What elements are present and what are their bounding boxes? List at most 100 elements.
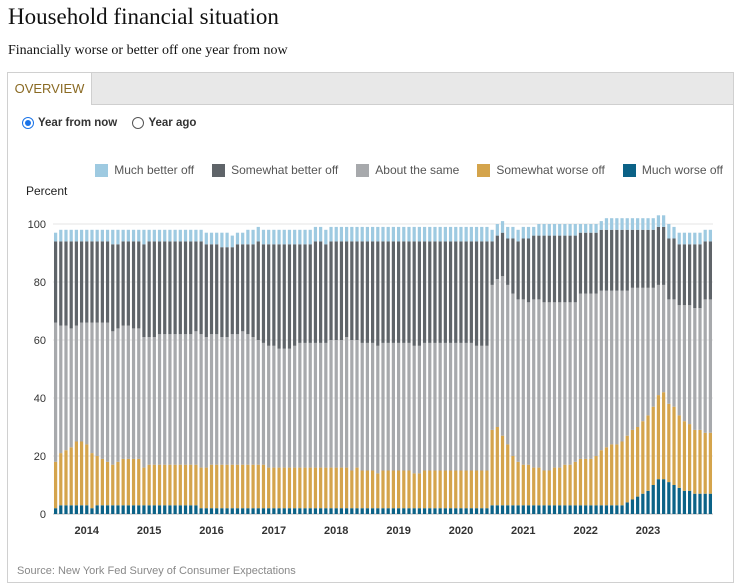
bar-stack[interactable] — [641, 218, 645, 514]
bar-stack[interactable] — [636, 218, 640, 514]
bar-stack[interactable] — [225, 232, 229, 514]
bar-stack[interactable] — [448, 226, 453, 514]
bar-stack[interactable] — [303, 229, 307, 514]
bar-stack[interactable] — [152, 229, 156, 514]
bar-stack[interactable] — [168, 229, 172, 514]
bar-stack[interactable] — [386, 226, 390, 514]
bar-stack[interactable] — [365, 226, 370, 514]
bar-stack[interactable] — [495, 224, 499, 514]
bar-stack[interactable] — [469, 226, 473, 514]
bar-stack[interactable] — [199, 229, 203, 514]
bar-stack[interactable] — [298, 229, 302, 514]
bar-stack[interactable] — [615, 218, 619, 514]
bar-stack[interactable] — [693, 232, 697, 514]
bar-stack[interactable] — [552, 224, 557, 514]
bar-stack[interactable] — [64, 229, 68, 514]
bar-stack[interactable] — [360, 226, 364, 514]
bar-stack[interactable] — [485, 226, 489, 514]
legend-item-somewhat-better-off[interactable]: Somewhat better off — [212, 163, 338, 177]
bar-stack[interactable] — [708, 229, 713, 514]
bar-stack[interactable] — [521, 226, 525, 514]
bar-stack[interactable] — [215, 232, 219, 514]
bar-stack[interactable] — [355, 226, 359, 514]
bar-stack[interactable] — [464, 226, 468, 514]
bar-stack[interactable] — [656, 215, 661, 514]
bar-stack[interactable] — [376, 226, 380, 514]
bar-stack[interactable] — [454, 226, 458, 514]
bar-stack[interactable] — [116, 229, 120, 514]
bar-stack[interactable] — [573, 224, 577, 514]
bar-stack[interactable] — [79, 229, 84, 514]
tab-overview[interactable]: OVERVIEW — [8, 73, 92, 105]
bar-stack[interactable] — [173, 229, 177, 514]
bar-stack[interactable] — [391, 226, 395, 514]
bar-stack[interactable] — [422, 226, 427, 514]
bar-stack[interactable] — [480, 226, 484, 514]
bar-stack[interactable] — [474, 226, 479, 514]
bar-stack[interactable] — [235, 232, 240, 514]
legend-item-about-the-same[interactable]: About the same — [356, 163, 459, 177]
bar-stack[interactable] — [85, 229, 89, 514]
bar-stack[interactable] — [111, 229, 115, 514]
bar-stack[interactable] — [516, 229, 520, 514]
bar-stack[interactable] — [500, 221, 505, 514]
bar-stack[interactable] — [230, 235, 234, 514]
bar-stack[interactable] — [74, 229, 78, 514]
bar-stack[interactable] — [256, 226, 260, 514]
bar-stack[interactable] — [682, 232, 687, 514]
bar-stack[interactable] — [578, 224, 583, 514]
bar-stack[interactable] — [308, 229, 312, 514]
radio-year-ago[interactable]: Year ago — [132, 117, 196, 129]
bar-stack[interactable] — [547, 224, 551, 514]
bar-stack[interactable] — [532, 226, 536, 514]
bar-stack[interactable] — [625, 218, 629, 514]
bar-stack[interactable] — [287, 229, 292, 514]
bar-stack[interactable] — [272, 229, 276, 514]
bar-stack[interactable] — [131, 229, 136, 514]
bar-stack[interactable] — [329, 226, 333, 514]
bar-stack[interactable] — [59, 229, 63, 514]
bar-stack[interactable] — [490, 229, 494, 514]
bar-stack[interactable] — [412, 226, 416, 514]
bar-stack[interactable] — [350, 226, 354, 514]
bar-stack[interactable] — [584, 224, 588, 514]
bar-stack[interactable] — [620, 218, 624, 514]
bar-stack[interactable] — [630, 218, 635, 514]
bar-stack[interactable] — [396, 226, 401, 514]
bar-stack[interactable] — [147, 229, 151, 514]
bar-stack[interactable] — [324, 229, 328, 514]
bar-stack[interactable] — [241, 232, 245, 514]
bar-stack[interactable] — [189, 229, 193, 514]
bar-stack[interactable] — [402, 226, 406, 514]
bar-stack[interactable] — [100, 229, 104, 514]
bar-stack[interactable] — [594, 224, 598, 514]
bar-stack[interactable] — [698, 232, 702, 514]
bar-stack[interactable] — [209, 232, 214, 514]
radio-year-from-now[interactable]: Year from now — [22, 117, 117, 129]
legend-item-somewhat-worse-off[interactable]: Somewhat worse off — [477, 163, 605, 177]
bar-stack[interactable] — [542, 224, 546, 514]
bar-stack[interactable] — [293, 229, 297, 514]
bar-stack[interactable] — [204, 232, 208, 514]
bar-stack[interactable] — [126, 229, 130, 514]
bar-stack[interactable] — [334, 226, 338, 514]
bar-stack[interactable] — [220, 232, 224, 514]
bar-stack[interactable] — [339, 226, 344, 514]
bar-stack[interactable] — [282, 229, 286, 514]
bar-stack[interactable] — [604, 218, 609, 514]
bar-stack[interactable] — [563, 224, 567, 514]
bar-stack[interactable] — [672, 226, 676, 514]
bar-stack[interactable] — [277, 229, 281, 514]
bar-stack[interactable] — [667, 224, 671, 514]
bar-stack[interactable] — [69, 229, 73, 514]
bar-stack[interactable] — [53, 232, 58, 514]
bar-stack[interactable] — [246, 229, 250, 514]
bar-stack[interactable] — [610, 218, 614, 514]
bar-stack[interactable] — [90, 229, 94, 514]
bar-stack[interactable] — [267, 229, 271, 514]
bar-stack[interactable] — [433, 226, 437, 514]
bar-stack[interactable] — [137, 229, 141, 514]
legend-item-much-better-off[interactable]: Much better off — [95, 163, 194, 177]
bar-stack[interactable] — [443, 226, 447, 514]
bar-stack[interactable] — [105, 229, 110, 514]
